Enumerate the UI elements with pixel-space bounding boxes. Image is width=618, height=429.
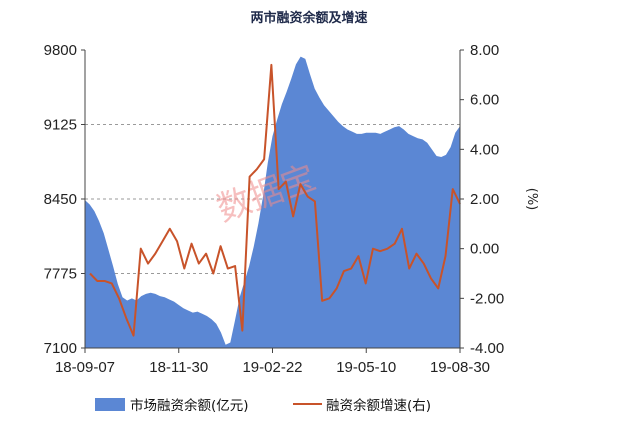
left-tick-label: 7775 [44, 266, 77, 283]
area-series-layer [85, 56, 460, 349]
right-tick-label: -2.00 [470, 290, 504, 307]
right-axis-label: (%) [524, 188, 539, 211]
x-tick-label: 19-08-30 [430, 359, 490, 376]
balance-area [85, 56, 460, 349]
growth-line [89, 63, 461, 337]
left-tick-label: 9800 [44, 42, 77, 59]
x-axis-ticks: 18-09-07 18-11-30 19-02-22 19-05-10 19-08-30 [55, 348, 490, 376]
x-tick-label: 19-05-10 [336, 359, 396, 376]
x-tick-label: 19-02-22 [242, 359, 302, 376]
right-axis-ticks: 8.00 6.00 4.00 2.00 0.00 -2.00 -4.00 [460, 42, 504, 357]
right-tick-label: 0.00 [470, 241, 499, 258]
left-tick-label: 8450 [44, 191, 77, 208]
right-tick-label: 4.00 [470, 141, 499, 158]
right-tick-label: 2.00 [470, 191, 499, 208]
line-series-layer [89, 63, 461, 337]
legend: 市场融资余额(亿元) 融资余额增速(右) [95, 397, 431, 414]
right-tick-label: -4.00 [470, 340, 504, 357]
legend-swatch-area [95, 398, 125, 411]
x-tick-label: 18-09-07 [55, 359, 115, 376]
legend-label-line: 融资余额增速(右) [326, 397, 431, 414]
x-tick-label: 18-11-30 [149, 359, 208, 376]
chart-title: 两市融资余额及增速 [250, 10, 367, 26]
right-tick-label: 8.00 [470, 42, 499, 59]
left-axis-ticks: 9800 9125 8450 7775 7100 [44, 42, 85, 357]
right-tick-label: 6.00 [470, 92, 499, 109]
legend-label-area: 市场融资余额(亿元) [130, 397, 249, 414]
left-tick-label: 7100 [44, 340, 77, 357]
left-tick-label: 9125 [44, 117, 77, 134]
